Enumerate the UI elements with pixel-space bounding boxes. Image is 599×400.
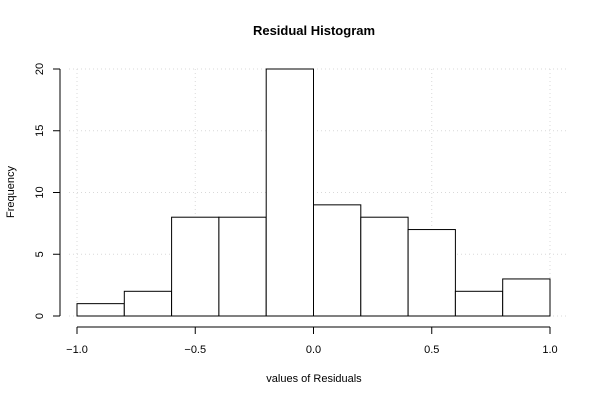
x-tick-label-4: 1.0 [542, 344, 557, 356]
x-axis-label: values of Residuals [266, 373, 362, 385]
histogram-bar-2 [171, 216, 220, 317]
bars-layer [76, 68, 551, 317]
histogram-bar-1 [123, 290, 173, 317]
y-tick-label-4: 20 [34, 63, 46, 75]
histogram-bar-5 [313, 204, 362, 317]
y-tick-label-3: 15 [34, 125, 46, 137]
x-tick-label-2: 0.0 [306, 344, 321, 356]
chart-title: Residual Histogram [253, 23, 375, 38]
x-tick-label-1: −0.5 [184, 344, 206, 356]
histogram-bar-4 [265, 68, 315, 317]
x-tick-label-3: 0.5 [424, 344, 439, 356]
histogram-bar-9 [502, 278, 551, 317]
y-tick-label-2: 10 [34, 186, 46, 198]
y-axis-label: Frequency [5, 166, 17, 218]
axes-layer: −1.0 −0.5 0.0 0.5 1.0 0 5 10 15 20 [34, 63, 558, 356]
x-tick-label-0: −1.0 [66, 344, 88, 356]
histogram-bar-8 [454, 290, 504, 317]
histogram-bar-0 [76, 303, 125, 317]
y-tick-label-0: 0 [34, 313, 46, 319]
histogram-bar-3 [218, 216, 267, 317]
y-tick-label-1: 5 [34, 251, 46, 257]
histogram-bar-7 [407, 229, 456, 317]
histogram-bar-6 [360, 216, 409, 317]
